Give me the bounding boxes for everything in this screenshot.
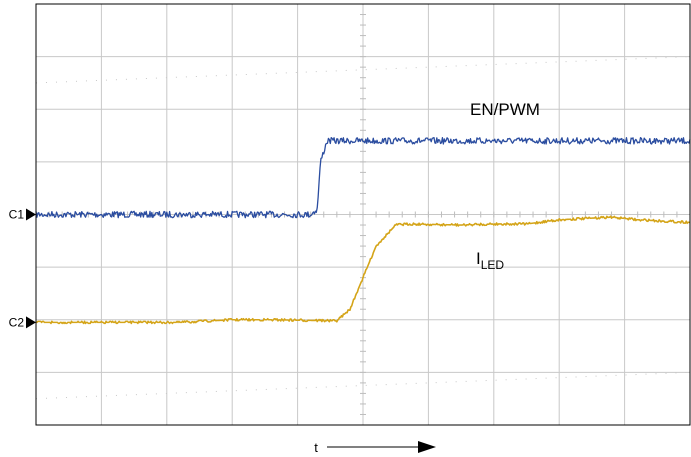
series-line-iled: [36, 215, 691, 325]
x-axis-arrow: [327, 441, 436, 453]
series-label-iled-main: I: [476, 249, 481, 268]
channel-marker-c2-label: C2: [9, 315, 25, 329]
series-label-en-pwm: EN/PWM: [470, 100, 540, 119]
grid: [35, 3, 691, 426]
channel-marker-c2-arrow: [26, 316, 36, 329]
series-line-en-pwm: [35, 136, 691, 219]
traces: [35, 136, 691, 325]
channel-markers: C1 C2: [9, 208, 36, 329]
channel-marker-c1-arrow: [26, 208, 36, 221]
series-label-iled-subscript: LED: [481, 258, 505, 272]
x-axis-label: t: [314, 440, 318, 455]
series-label-iled: ILED: [476, 249, 504, 272]
channel-marker-c1-label: C1: [9, 208, 25, 222]
